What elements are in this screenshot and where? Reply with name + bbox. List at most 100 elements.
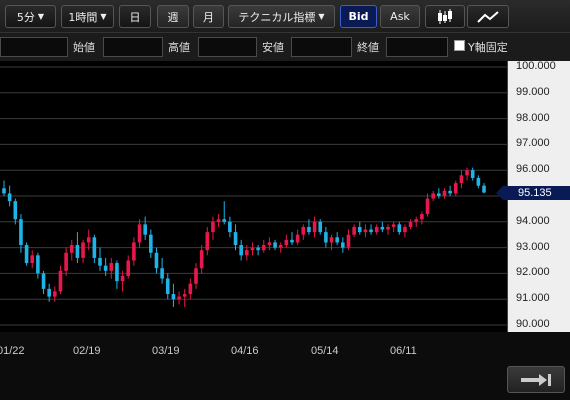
candle (13, 198, 18, 225)
candle (307, 219, 311, 235)
candle (352, 224, 356, 238)
candle (470, 167, 475, 181)
candle (273, 239, 277, 251)
candle (357, 221, 362, 235)
candle (267, 237, 272, 251)
current-price-value: 95.135 (518, 186, 552, 199)
day-button[interactable]: 日 (119, 5, 151, 28)
candle (81, 239, 85, 264)
candle (216, 214, 221, 227)
candle (149, 229, 153, 258)
candle (30, 250, 35, 269)
candle (205, 226, 210, 256)
candle (250, 242, 255, 256)
ohlc-bar: 始値 高値 安値 終値 Y軸固定 (0, 33, 570, 61)
current-price-tag: 95.135 (496, 185, 570, 200)
week-button[interactable]: 週 (157, 5, 189, 28)
candle (154, 247, 159, 274)
bid-button[interactable]: Bid (340, 5, 377, 28)
candle (233, 224, 238, 251)
interval-value: 5分 (16, 10, 35, 24)
y-tick-label: 99.000 (516, 85, 550, 98)
period-select[interactable]: 1時間 ▼ (61, 5, 114, 28)
chevron-down-icon: ▼ (37, 12, 45, 21)
candle (69, 239, 74, 261)
candle (2, 180, 6, 196)
candle (120, 270, 125, 292)
candle (363, 224, 368, 238)
yaxis-fixed-label: Y軸固定 (468, 41, 508, 54)
candle (335, 232, 339, 246)
candle (278, 242, 283, 253)
candle (442, 188, 447, 199)
close-label: 終値 (357, 41, 379, 54)
candle (391, 221, 396, 233)
candle (380, 221, 385, 233)
candle (92, 234, 97, 264)
candle (437, 188, 441, 199)
candle (47, 283, 51, 302)
line-chart-button[interactable] (467, 5, 509, 28)
candle (75, 232, 80, 264)
interval-select[interactable]: 5分 ▼ (5, 5, 56, 28)
candle (256, 245, 260, 256)
jump-to-latest-button[interactable] (507, 366, 565, 393)
candle (222, 201, 227, 225)
candle (284, 234, 289, 248)
candle (425, 193, 430, 217)
candle (482, 183, 486, 194)
candle (290, 232, 294, 246)
candle (137, 219, 142, 248)
yaxis-fixed-checkbox[interactable] (454, 40, 465, 51)
low-label: 安値 (262, 41, 284, 54)
low-value (291, 37, 352, 57)
candle (459, 170, 464, 189)
high-value (198, 37, 257, 57)
chart-plot-area[interactable] (0, 61, 508, 393)
month-button[interactable]: 月 (193, 5, 224, 28)
candlestick-chart-button[interactable] (425, 5, 465, 28)
candle (199, 245, 204, 274)
candle (301, 224, 306, 240)
candle (318, 219, 323, 235)
candle (36, 252, 40, 279)
open-value (103, 37, 163, 57)
open-label: 始値 (73, 41, 95, 54)
candle (245, 245, 249, 261)
y-tick-label: 96.000 (516, 163, 550, 176)
chart-toolbar: 5分 ▼ 1時間 ▼ 日 週 月 テクニカル指標 ▼ Bid Ask (0, 0, 570, 33)
close-value (386, 37, 448, 57)
candle (182, 288, 187, 307)
candle (228, 216, 232, 238)
y-tick-label: 94.000 (516, 214, 550, 227)
candle (143, 216, 147, 240)
candle (420, 211, 424, 225)
candlestick-icon (438, 8, 452, 24)
technical-indicator-menu[interactable]: テクニカル指標 ▼ (228, 5, 335, 28)
y-tick-label: 91.000 (516, 292, 550, 305)
period-value: 1時間 (68, 10, 98, 24)
technical-label: テクニカル指標 (238, 10, 316, 24)
bottom-bar (0, 366, 570, 400)
candle (194, 263, 198, 289)
candle (312, 216, 317, 238)
ask-button[interactable]: Ask (380, 5, 420, 28)
candle (19, 214, 23, 253)
candle (408, 219, 413, 230)
candle (239, 239, 243, 261)
candle (98, 247, 102, 271)
y-tick-label: 97.000 (516, 137, 550, 150)
high-label: 高値 (168, 41, 190, 54)
date-axis: 01/22 02/19 03/19 04/16 05/14 06/11 (0, 332, 570, 366)
candle (453, 180, 458, 196)
candle (165, 273, 170, 300)
candle (132, 237, 136, 266)
candle (177, 291, 181, 305)
x-tick-label: 02/19 (73, 345, 101, 357)
candle (115, 260, 119, 289)
candle (369, 224, 373, 235)
candle (53, 286, 57, 302)
candle (329, 234, 334, 251)
candle (476, 175, 481, 189)
